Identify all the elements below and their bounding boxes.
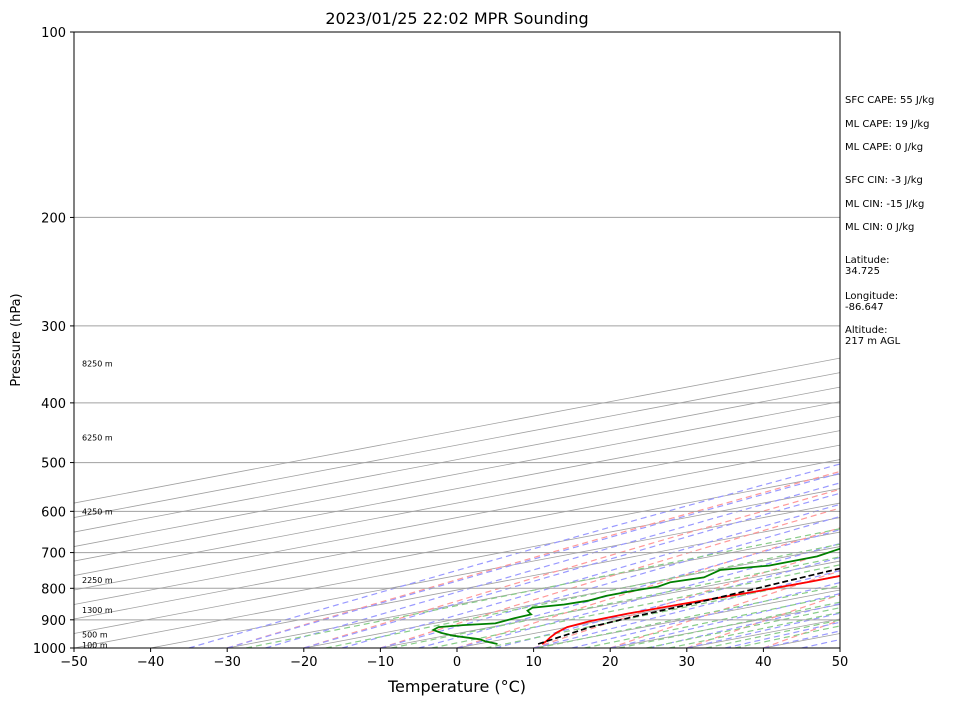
x-tick-label: 40 (755, 655, 772, 670)
y-tick-label: 1000 (33, 642, 66, 657)
x-tick-label: 30 (679, 655, 696, 670)
isotherm-line (74, 357, 840, 504)
mixing-ratio-line (618, 601, 840, 648)
y-tick-label: 300 (41, 320, 66, 335)
moist-adiabat-line (571, 581, 840, 648)
dry-adiabat-line (227, 470, 840, 648)
longitude-value: -86.647 (845, 302, 884, 313)
mixing-ratio-line (584, 594, 840, 648)
x-tick-label: 20 (602, 655, 619, 670)
dewpoint-line (431, 547, 840, 645)
moist-adiabat-line (227, 472, 840, 648)
moist-adiabat-line (265, 482, 840, 648)
y-tick-label: 900 (41, 614, 66, 629)
x-tick-label: 50 (832, 655, 849, 670)
moist-adiabat-line (380, 515, 840, 648)
y-tick-label: 100 (41, 26, 66, 41)
x-tick-label: −20 (290, 655, 317, 670)
isotherm-line (74, 372, 840, 518)
height-label: 500 m (82, 630, 108, 639)
moist-adiabat-line (495, 556, 840, 648)
sfc-cin-text: SFC CIN: -3 J/kg (845, 175, 923, 186)
ml-cin-text-2: ML CIN: 0 J/kg (845, 222, 915, 233)
x-tick-label: −10 (367, 655, 394, 670)
y-tick-label: 700 (41, 547, 66, 562)
y-tick-label: 400 (41, 397, 66, 412)
y-axis-label: Pressure (hPa) (9, 293, 24, 386)
isotherm-line (74, 502, 840, 648)
height-label: 1300 m (82, 606, 113, 615)
mixing-ratio-line (431, 564, 840, 648)
height-label: 6250 m (82, 433, 113, 442)
latitude-label: Latitude: (845, 255, 890, 266)
y-tick-label: 500 (41, 457, 66, 472)
height-label: 4250 m (82, 507, 113, 516)
y-tick-label: 200 (41, 211, 66, 226)
ml-cape-text: ML CAPE: 19 J/kg (845, 119, 930, 130)
x-axis-ticks: −50 −40 −30 −20 −10 0 10 20 30 40 50 (60, 648, 848, 670)
background-lines (74, 357, 840, 648)
isotherm-line (74, 444, 840, 591)
height-labels: 100 m 500 m 1300 m 2250 m 4250 m 6250 m 8250 m (82, 359, 113, 649)
isotherm-line (74, 415, 840, 562)
isotherm-line (227, 531, 840, 648)
mixing-ratio-line (537, 585, 840, 648)
mixing-ratio-line (245, 528, 840, 648)
y-tick-label: 800 (41, 582, 66, 597)
chart-title: 2023/01/25 22:02 MPR Sounding (325, 9, 588, 28)
x-tick-label: −50 (60, 655, 87, 670)
moist-adiabat-line (418, 528, 840, 648)
plot-frame (73, 31, 841, 649)
isotherm-line (74, 473, 840, 620)
ml-cape-text-2: ML CAPE: 0 J/kg (845, 142, 924, 153)
mixing-ratio-line (646, 607, 840, 648)
moist-adiabat-line (648, 603, 840, 648)
x-tick-label: −40 (137, 655, 164, 670)
x-tick-label: 10 (525, 655, 542, 670)
x-tick-label: −30 (213, 655, 240, 670)
altitude-value: 217 m AGL (845, 336, 901, 347)
isotherm-line (74, 430, 840, 576)
isotherm-line (74, 401, 840, 547)
latitude-value: 34.725 (845, 266, 880, 277)
moist-adiabat-line (188, 463, 840, 648)
height-label: 8250 m (82, 359, 113, 368)
isotherm-line (74, 386, 840, 533)
ml-cin-text: ML CIN: -15 J/kg (845, 199, 925, 210)
parcel-line (537, 567, 840, 645)
x-tick-label: 0 (453, 655, 461, 670)
profile-series (431, 547, 840, 645)
dry-adiabat-line (456, 527, 840, 648)
isotherm-line (150, 517, 840, 648)
x-axis-label: Temperature (°C) (387, 677, 526, 696)
longitude-label: Longitude: (845, 291, 899, 302)
height-label: 100 m (82, 641, 108, 650)
y-axis-ticks: 100 200 300 400 500 600 700 800 900 1000 (33, 26, 74, 657)
moist-adiabat-line (303, 492, 840, 648)
isotherm-line (74, 488, 840, 634)
mixing-ratio-line (705, 619, 840, 648)
height-label: 2250 m (82, 576, 113, 585)
temperature-line (541, 575, 840, 645)
mixing-ratio-line (669, 611, 840, 648)
altitude-label: Altitude: (845, 325, 888, 336)
pressure-grid (74, 216, 840, 621)
sfc-cape-text: SFC CAPE: 55 J/kg (845, 95, 935, 106)
mixing-ratio-line (391, 556, 840, 648)
y-tick-label: 600 (41, 505, 66, 520)
mixing-ratio-line (325, 543, 840, 648)
isotherm-line (74, 459, 840, 605)
